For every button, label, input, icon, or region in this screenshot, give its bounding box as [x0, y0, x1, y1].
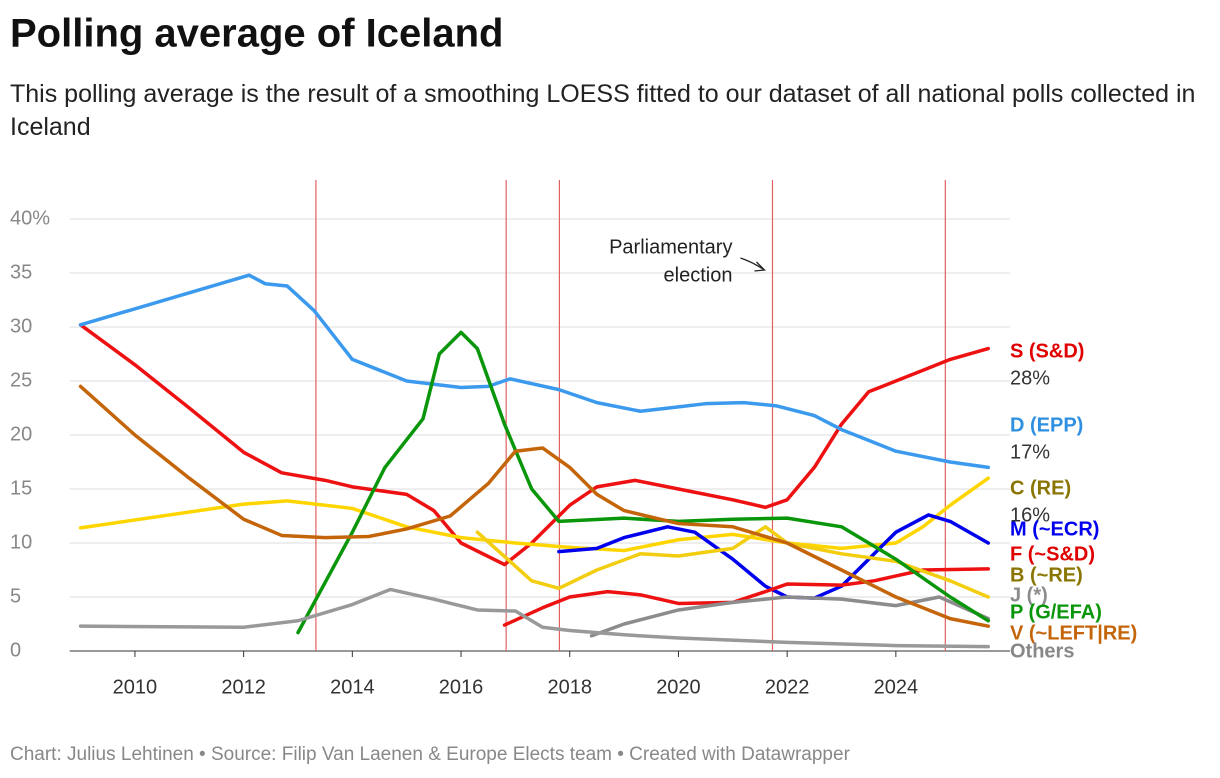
legend-label: J (*): [1010, 584, 1048, 606]
x-tick-label: 2010: [113, 676, 158, 698]
series-line: [78, 587, 991, 649]
annotation-arrow: [740, 257, 766, 272]
y-tick-label: 35: [10, 261, 32, 283]
legend-label: Others: [1010, 640, 1074, 662]
value-label: 17%: [1010, 441, 1050, 463]
y-tick-label: 40%: [10, 207, 50, 229]
series-line: [475, 525, 991, 599]
x-tick-label: 2022: [765, 676, 810, 698]
legend-label: C (RE): [1010, 477, 1071, 499]
chart-title: Polling average of Iceland: [10, 12, 503, 56]
legend-label: B (~RE): [1010, 564, 1083, 586]
y-tick-label: 10: [10, 531, 32, 553]
x-tick-label: 2016: [439, 676, 484, 698]
x-tick-label: 2018: [547, 676, 592, 698]
legend-label: M (~ECR): [1010, 518, 1099, 540]
annotation: election: [664, 264, 733, 286]
value-label: 16%: [1010, 504, 1050, 526]
y-tick-label: 25: [10, 369, 32, 391]
x-tick-label: 2024: [874, 676, 919, 698]
footer: Chart: Julius Lehtinen • Source: Filip V…: [10, 744, 851, 765]
legend-label: F (~S&D): [1010, 543, 1095, 565]
series-line: [78, 384, 991, 628]
x-tick-label: 2014: [330, 676, 375, 698]
y-tick-label: 20: [10, 423, 32, 445]
legend-label: S (S&D): [1010, 340, 1084, 362]
y-tick-label: 30: [10, 315, 32, 337]
y-tick-label: 5: [10, 585, 21, 607]
legend-label: P (G/EFA): [1010, 601, 1102, 623]
series-line: [296, 330, 991, 635]
subtitle-box: This polling average is the result of a …: [10, 80, 1196, 141]
chart-subtitle: This polling average is the result of a …: [10, 80, 1196, 141]
x-tick-label: 2020: [656, 676, 701, 698]
series-line: [78, 323, 991, 567]
value-label: 28%: [1010, 367, 1050, 389]
y-tick-label: 15: [10, 477, 32, 499]
series-line: [78, 273, 991, 470]
annotation: Parliamentary: [609, 236, 732, 258]
series-line: [589, 595, 991, 638]
y-tick-label: 0: [10, 639, 21, 661]
x-tick-label: 2012: [221, 676, 266, 698]
legend-label: D (EPP): [1010, 414, 1083, 436]
legend-label: V (~LEFT|RE): [1010, 622, 1137, 644]
